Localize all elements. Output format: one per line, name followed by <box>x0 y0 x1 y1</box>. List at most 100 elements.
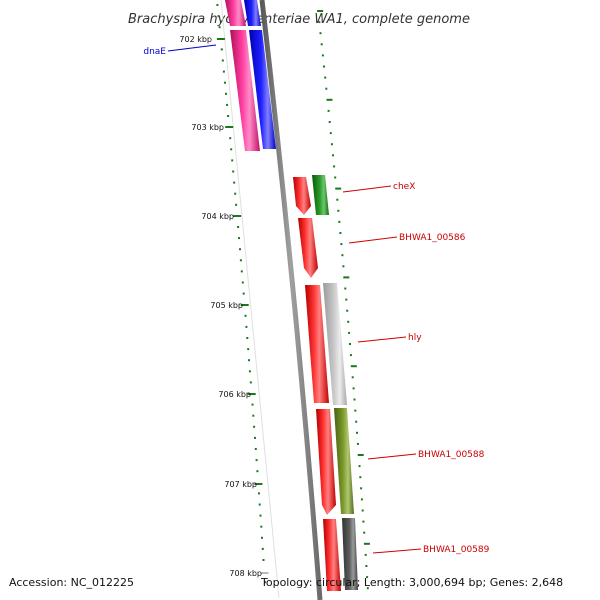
leader-hly <box>357 336 407 343</box>
outer-minor-tick <box>356 442 359 445</box>
minor-tick <box>216 4 219 6</box>
minor-tick <box>230 148 233 151</box>
outer-minor-tick <box>328 121 331 123</box>
minor-tick <box>251 403 254 406</box>
gene-label-chex: cheX <box>393 182 415 192</box>
major-tick <box>247 393 256 395</box>
major-tick <box>254 483 263 485</box>
leader-bhwa1-00586 <box>348 236 398 244</box>
minor-tick <box>261 547 264 550</box>
minor-tick <box>224 81 226 84</box>
gene-labels: dnaE cheX BHWA1_00586 hly BHWA1_00588 BH… <box>143 47 489 555</box>
outer-major-tick <box>343 276 350 279</box>
outer-minor-tick <box>330 143 333 146</box>
outer-minor-tick <box>339 232 342 234</box>
outer-minor-tick <box>358 465 361 468</box>
outer-minor-tick <box>324 76 327 79</box>
accession-text: Accession: NC_012225 <box>9 576 134 589</box>
genome-backbone <box>259 0 323 600</box>
feature-dnae <box>249 30 276 149</box>
outer-minor-tick <box>346 309 349 312</box>
minor-tick <box>229 137 232 140</box>
feature-chex <box>293 177 311 215</box>
minor-tick <box>253 425 256 428</box>
feature-chex-category <box>312 175 329 215</box>
minor-tick <box>241 281 244 284</box>
major-tick <box>233 215 242 217</box>
minor-tick <box>239 248 241 251</box>
minor-tick <box>259 514 262 517</box>
outer-minor-tick <box>354 409 357 412</box>
gene-label-dnae: dnaE <box>143 47 166 57</box>
gene-leader-lines <box>167 44 422 554</box>
outer-minor-tick <box>334 176 337 179</box>
outer-minor-tick <box>327 109 330 112</box>
minor-tick <box>227 115 230 117</box>
outer-minor-tick <box>323 65 325 68</box>
minor-tick <box>217 15 220 18</box>
outer-major-tick <box>335 187 342 190</box>
tick-label-708: 708 kbp <box>229 569 262 578</box>
outer-minor-tick <box>338 220 341 223</box>
leader-chex <box>342 185 392 193</box>
feature-bhwa1-00588-category <box>334 408 354 514</box>
outer-minor-tick <box>321 54 324 57</box>
feature-hly <box>305 285 329 403</box>
minor-tick <box>239 259 242 262</box>
minor-tick <box>234 192 237 195</box>
tick-label-705: 705 kbp <box>210 301 243 310</box>
minor-tick <box>226 103 229 106</box>
outer-minor-tick <box>359 476 362 479</box>
outer-minor-tick <box>364 553 367 556</box>
minor-tick <box>254 436 256 439</box>
gene-label-hly: hly <box>408 333 422 343</box>
outer-minor-tick <box>341 254 344 257</box>
minor-tick <box>255 459 258 462</box>
outer-minor-tick <box>340 243 343 246</box>
leader-dnae <box>167 44 217 52</box>
major-tick <box>216 38 225 40</box>
minor-tick <box>242 292 245 295</box>
minor-tick <box>237 226 240 228</box>
minor-tick <box>244 314 247 317</box>
outer-ring-outline <box>220 0 280 599</box>
feature-dnae-neighbor <box>230 30 260 151</box>
gene-label-bhwa1-00589: BHWA1_00589 <box>423 545 490 555</box>
feature-bhwa1-00588 <box>316 409 336 515</box>
outer-minor-tick <box>333 165 336 168</box>
minor-tick <box>248 359 250 362</box>
minor-tick <box>221 59 224 62</box>
leader-bhwa1-00588 <box>367 453 417 460</box>
outer-minor-tick <box>337 209 340 212</box>
minor-tick <box>235 203 238 206</box>
outer-minor-tick <box>336 198 339 201</box>
minor-tick <box>231 159 234 162</box>
tick-label-706: 706 kbp <box>218 390 251 399</box>
outer-minor-tick <box>349 354 352 357</box>
outer-minor-tick <box>356 431 358 434</box>
outer-minor-tick <box>319 32 322 35</box>
outer-minor-tick <box>349 343 351 345</box>
minor-tick <box>246 337 249 339</box>
outer-minor-tick <box>366 587 369 590</box>
minor-tick <box>256 470 259 473</box>
outer-minor-tick <box>362 520 365 523</box>
minor-tick <box>264 581 266 584</box>
feature-bhwa1-00589-category <box>342 518 358 590</box>
outer-minor-tick <box>363 531 366 534</box>
feature-dnae <box>244 0 261 26</box>
outer-minor-tick <box>329 132 332 135</box>
scale-labels: 702 kbp 703 kbp 704 kbp 705 kbp 706 kbp … <box>179 35 262 578</box>
minor-tick <box>258 503 261 506</box>
minor-tick <box>222 70 225 73</box>
minor-tick <box>247 348 250 351</box>
outer-major-tick <box>357 454 364 456</box>
minor-tick <box>233 181 236 184</box>
minor-tick <box>260 525 263 528</box>
major-tick <box>240 304 249 306</box>
outer-minor-tick <box>360 498 363 501</box>
minor-tick <box>261 536 263 539</box>
major-tick <box>260 572 269 574</box>
outer-minor-tick <box>353 398 356 401</box>
tick-label-704: 704 kbp <box>201 212 234 221</box>
